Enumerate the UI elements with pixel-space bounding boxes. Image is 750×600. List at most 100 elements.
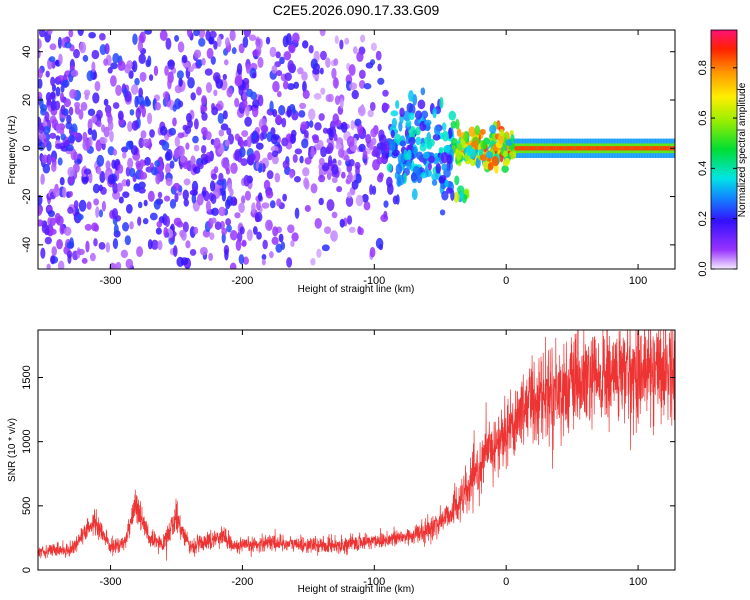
spectrogram-blob (289, 169, 295, 179)
spectrogram-blob (168, 127, 177, 136)
spectrogram-blob (355, 194, 364, 207)
spectrogram-blob (251, 202, 256, 214)
spectrogram-blob (214, 221, 222, 231)
spectrogram-blob (281, 137, 289, 147)
spectrogram-blob (91, 115, 98, 123)
spectrogram-blob (122, 151, 127, 159)
spectrogram-blob (357, 123, 364, 136)
spectrogram-blob (173, 245, 178, 258)
spectrogram-blob (129, 221, 134, 230)
spectrogram-cell (618, 146, 622, 151)
spectrogram-blob (282, 80, 289, 90)
spectrogram-blob (439, 96, 444, 109)
spectrogram-blob (225, 167, 231, 175)
spectrogram-cell (523, 146, 527, 151)
spectrogram-blob (255, 38, 261, 48)
spectrogram-blob (65, 121, 73, 130)
spectrogram-blob (255, 142, 264, 150)
spectrogram-blob (79, 41, 87, 54)
spectrogram-blob (38, 68, 43, 79)
spectrogram-cell (616, 146, 620, 151)
spectrogram-blob (122, 191, 130, 199)
spectrogram-cell (610, 146, 614, 151)
spectrogram-blob (310, 146, 315, 158)
spectrogram-blob (87, 118, 93, 131)
spectrogram-blob (150, 239, 159, 250)
spectrogram-blob (60, 84, 65, 93)
spectrogram-blob (59, 92, 65, 103)
spectrogram-blob (424, 119, 432, 126)
spectrogram-cell (552, 146, 555, 151)
spectrogram-blob (213, 137, 221, 150)
spectrogram-blob (235, 239, 242, 251)
spectrogram-blob (240, 158, 248, 167)
spectrogram-blob (312, 68, 320, 75)
spectrogram-blob (211, 106, 219, 116)
spectrogram-blob (131, 120, 139, 131)
spectrogram-blob (316, 248, 322, 258)
spectrogram-blob (321, 244, 330, 252)
spectrogram-blob (50, 76, 56, 87)
spectrogram-cell (561, 146, 565, 151)
spectrogram-blob (256, 200, 261, 211)
spectrogram-blob (83, 168, 92, 175)
spectrogram-blob (93, 198, 100, 206)
spectrogram-blob (107, 174, 115, 185)
spectrogram-blob (46, 263, 51, 269)
spectrogram-blob (209, 232, 215, 241)
spectrogram-blob (38, 30, 46, 38)
spectrogram-blob (230, 196, 237, 207)
spectrogram-blob (282, 35, 289, 48)
spectrogram-blob (438, 175, 447, 184)
spectrogram-blob (459, 191, 464, 200)
spectrogram-blob (46, 154, 52, 166)
spectrogram-blob (252, 226, 258, 235)
spectrogram-blob (183, 198, 190, 207)
spectrogram-blob (335, 143, 343, 150)
spectrogram-blob (187, 66, 194, 73)
spectrogram-cell (597, 146, 601, 151)
spectrogram-blob (225, 218, 232, 226)
spectrogram-cell (615, 146, 618, 151)
spectrogram-blob (473, 139, 479, 151)
spectrogram-blob (445, 187, 453, 194)
spectrogram-blob (54, 100, 61, 111)
spectrogram-blob (210, 217, 217, 224)
spectrogram-cell (577, 146, 580, 151)
spectrogram-blob (345, 195, 354, 207)
spectrogram-blob (209, 30, 217, 39)
spectrogram-blob (446, 154, 453, 164)
spectrogram-blob (179, 155, 187, 163)
spectrogram-blob (442, 130, 449, 142)
spectrogram-cell (651, 146, 655, 151)
spectrogram-blob (406, 160, 412, 171)
spectrogram-blob (182, 221, 189, 233)
spectrogram-blob (250, 91, 258, 100)
spectrogram-blob (271, 150, 279, 158)
spectrogram-ytick-label: 0 (21, 145, 33, 151)
spectrogram-blob (294, 176, 301, 183)
spectrogram-blob (258, 192, 263, 202)
spectrogram-cell (654, 146, 658, 151)
snr-series-line (38, 330, 675, 561)
spectrogram-blob (213, 89, 218, 97)
spectrogram-blob (163, 195, 171, 202)
spectrogram-blob (270, 145, 279, 153)
spectrogram-blob (180, 257, 189, 266)
spectrogram-blob (241, 98, 248, 109)
spectrogram-cell (539, 146, 543, 151)
spectrogram-blob (196, 86, 202, 96)
spectrogram-blob (275, 243, 283, 253)
spectrogram-blob (390, 129, 395, 139)
spectrogram-blob (439, 209, 446, 216)
spectrogram-blob (372, 145, 378, 157)
spectrogram-blob (172, 182, 181, 191)
spectrogram-cell (659, 146, 663, 151)
spectrogram-blob (246, 229, 253, 241)
spectrogram-blob (225, 37, 230, 47)
spectrogram-blob (278, 233, 284, 243)
spectrogram-blob (178, 77, 183, 87)
spectrogram-cell (572, 146, 576, 151)
spectrogram-blob (165, 177, 173, 187)
spectrogram-blob (63, 98, 72, 108)
